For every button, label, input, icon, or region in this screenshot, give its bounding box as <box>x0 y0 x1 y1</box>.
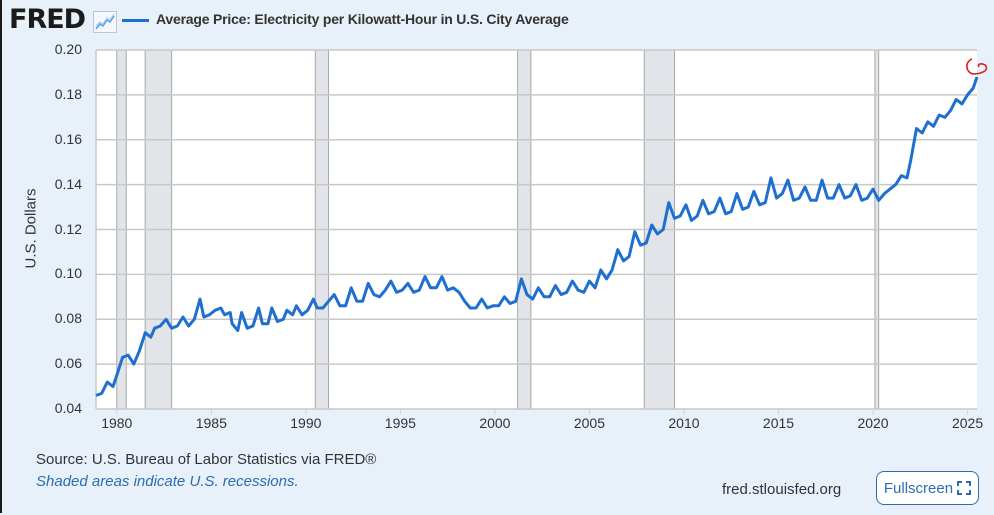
y-tick-label: 0.16 <box>54 130 82 147</box>
expand-icon <box>957 481 972 495</box>
y-tick-label: 0.14 <box>54 175 82 192</box>
x-tick-label: 2005 <box>573 415 605 431</box>
site-url[interactable]: fred.stlouisfed.org <box>722 481 842 498</box>
x-tick-label: 1995 <box>384 415 416 431</box>
source-text: Source: U.S. Bureau of Labor Statistics … <box>36 451 377 468</box>
y-tick-label: 0.20 <box>54 41 82 57</box>
y-tick-label: 0.10 <box>54 265 82 282</box>
series-title[interactable]: Average Price: Electricity per Kilowatt-… <box>156 11 569 27</box>
x-tick-label: 2015 <box>762 415 795 431</box>
y-tick-label: 0.06 <box>54 355 82 372</box>
x-tick-label: 2000 <box>479 415 511 431</box>
fred-logo[interactable]: FRED <box>9 4 86 35</box>
x-tick-label: 2010 <box>668 415 700 431</box>
fullscreen-label: Fullscreen <box>883 479 954 497</box>
x-tick-label: 1990 <box>290 415 322 431</box>
y-tick-label: 0.12 <box>54 220 82 237</box>
series-line <box>95 76 979 397</box>
y-tick-label: 0.18 <box>54 85 82 102</box>
fullscreen-button[interactable]: Fullscreen <box>876 471 979 505</box>
x-tick-label: 1980 <box>101 415 133 431</box>
legend-line-swatch <box>122 19 149 22</box>
y-axis-title: U.S. Dollars <box>22 188 40 269</box>
x-tick-label: 2020 <box>857 415 889 431</box>
y-tick-label: 0.04 <box>54 400 82 416</box>
x-tick-label: 2025 <box>951 415 984 431</box>
x-tick-label: 1985 <box>195 415 227 431</box>
y-tick-label: 0.08 <box>54 310 82 327</box>
line-chart-icon[interactable] <box>93 11 117 33</box>
recession-note: Shaded areas indicate U.S. recessions. <box>36 473 299 490</box>
chart-plot <box>95 49 988 415</box>
red-circle-annotation <box>966 58 988 75</box>
